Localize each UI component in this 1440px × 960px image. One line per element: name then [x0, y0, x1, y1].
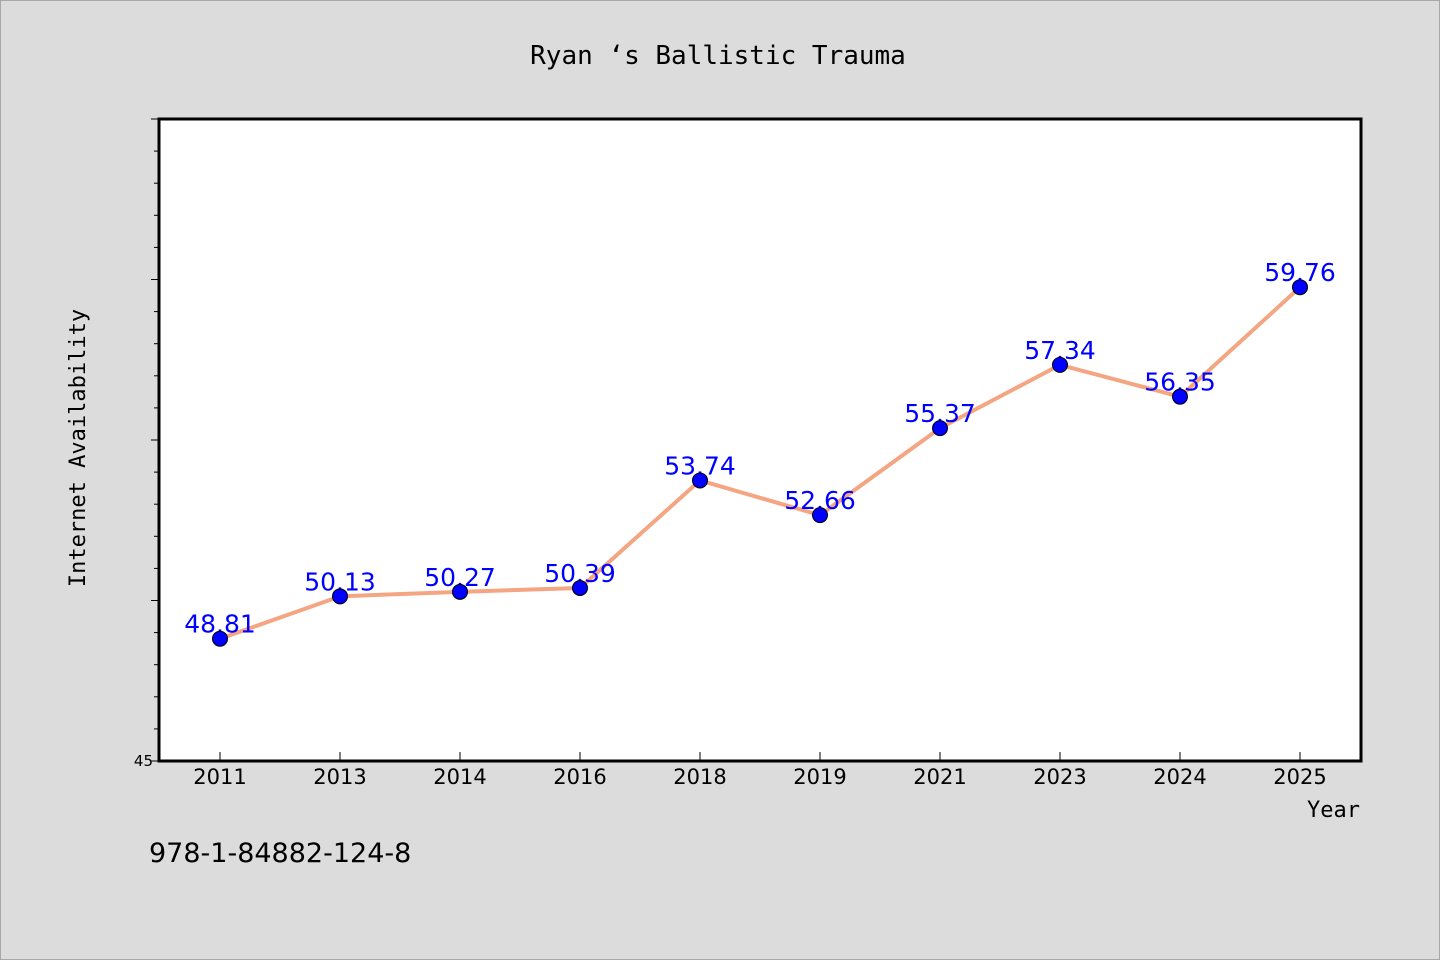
y-tick-label: 45	[134, 752, 153, 770]
x-tick-label: 2011	[193, 765, 246, 789]
chart-title: Ryan ‘s Ballistic Trauma	[530, 41, 906, 71]
isbn-label: 978-1-84882-124-8	[149, 838, 411, 869]
x-tick-label: 2013	[313, 765, 366, 789]
data-point	[1172, 388, 1188, 405]
x-tick-label: 2014	[433, 765, 486, 789]
data-point	[572, 579, 588, 596]
data-point	[932, 420, 948, 437]
data-point	[332, 588, 348, 605]
data-point	[452, 583, 468, 600]
y-axis-ticks: 45	[134, 118, 159, 770]
x-tick-label: 2019	[793, 765, 846, 789]
x-tick-label: 2023	[1033, 765, 1086, 789]
data-point	[812, 507, 828, 524]
y-axis-title: Internet Availability	[66, 309, 91, 587]
series-line	[218, 285, 1302, 641]
data-point	[692, 472, 708, 489]
x-tick-label: 2018	[673, 765, 726, 789]
plot-area	[157, 117, 1363, 763]
x-tick-label: 2021	[913, 765, 966, 789]
x-tick-label: 2024	[1153, 765, 1206, 789]
x-tick-label: 2025	[1273, 765, 1326, 789]
data-point	[1052, 356, 1068, 373]
x-axis-ticks: 2011 2013 2014 2016 2018 2019 2021 2023 2024 2025	[193, 752, 1327, 789]
x-tick-label: 2016	[553, 765, 606, 789]
x-axis-title: Year	[1307, 798, 1360, 823]
data-point	[212, 630, 228, 647]
data-point	[1292, 279, 1308, 296]
